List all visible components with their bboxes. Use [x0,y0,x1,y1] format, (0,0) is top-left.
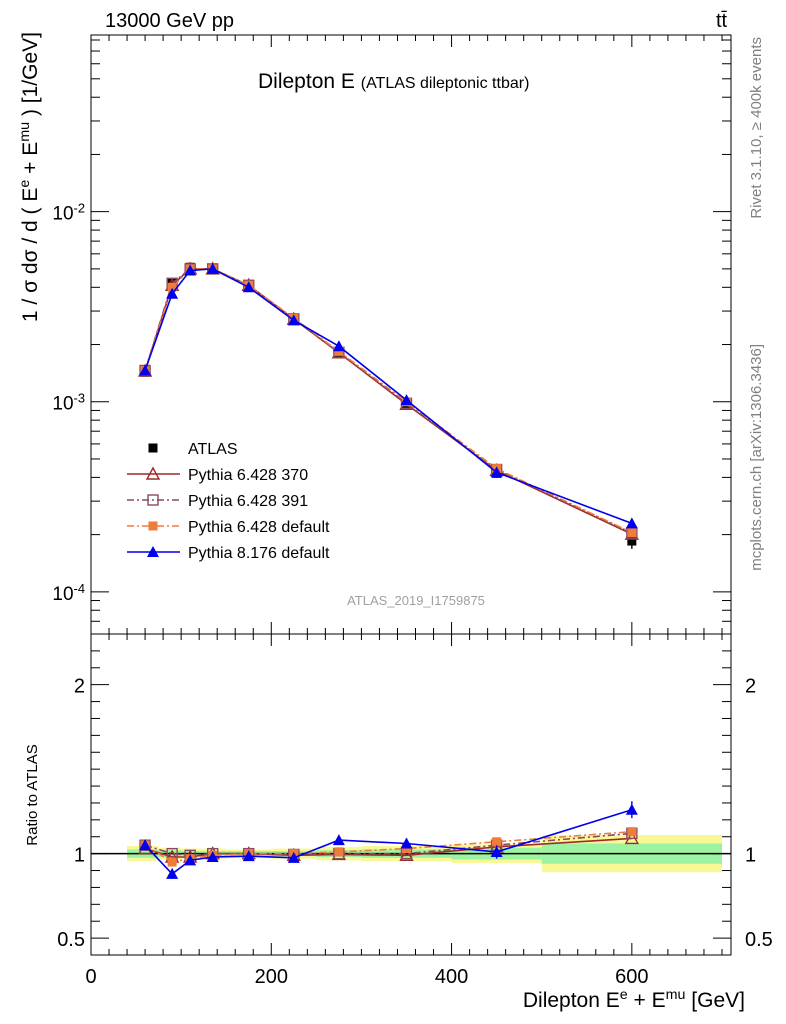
legend-marker [148,443,158,453]
plot-title: Dilepton E (ATLAS dileptonic ttbar) [258,70,529,93]
legend-label: ATLAS [188,441,238,458]
ratio-point [287,851,300,863]
data-point [400,394,413,406]
ratio-point [399,847,414,862]
legend-marker [145,466,161,480]
mcplots-reference-label: mcplots.cern.ch [arXiv:1306.3436] [748,344,765,571]
legend-label: Pythia 6.428 391 [188,493,308,510]
data-point [627,528,637,538]
ratio-point [334,847,344,857]
y-axis-label: 1 / σ dσ / d ( Ee + Emu ) [1/GeV] [17,32,42,322]
ratio-point [332,834,345,846]
ratio-series-line-2 [144,830,632,863]
y-tick-label: 10-3 [52,390,85,415]
data-point [287,314,300,326]
ratio-point [167,857,177,867]
y-tick-label: 10-4 [52,580,85,605]
x-tick-label: 200 [255,966,288,988]
ratio-y-tick-label-right: 2 [745,676,756,698]
data-point [167,282,177,292]
x-tick-label: 0 [85,966,96,988]
ratio-point [206,851,219,863]
ratio-point [139,839,152,851]
analysis-watermark: ATLAS_2019_I1759875 [347,593,485,608]
series-line-3 [144,268,633,534]
rivet-version-label: Rivet 3.1.10, ≥ 400k events [748,37,765,219]
ratio-point [242,850,255,862]
ratio-point [492,837,502,847]
ratio-y-tick-label: 1 [74,845,85,867]
legend-marker [147,494,159,506]
data-point [206,262,219,274]
x-axis-label: Dilepton Ee + Emu [GeV] [523,987,745,1012]
legend-label: Pythia 6.428 default [188,519,330,536]
legend-label: Pythia 6.428 370 [188,467,308,484]
ratio-series-line-0 [144,837,632,858]
ratio-point [400,837,413,849]
data-point [625,517,638,529]
ratio-y-tick-label: 0.5 [57,929,85,951]
ratio-point [625,803,638,815]
ratio-y-axis-label: Ratio to ATLAS [24,744,41,845]
ratio-point [490,845,503,857]
data-point [627,536,637,546]
ratio-y-tick-label: 2 [74,676,85,698]
header-energy-label: 13000 GeV pp [105,10,234,32]
ratio-series-line-3 [144,808,633,875]
ratio-point [184,854,197,866]
data-point [184,264,197,276]
ratio-plot-frame [90,633,732,956]
data-point [332,340,345,352]
legend-label: Pythia 8.176 default [188,545,330,562]
series-line-4 [144,268,633,525]
ratio-point [166,867,179,879]
ratio-point [627,827,637,837]
data-point [490,466,503,478]
ratio-y-tick-label-right: 1 [745,845,756,867]
data-point [139,364,152,376]
header-process-label: tt̄ [716,10,728,32]
legend-marker [147,546,159,557]
data-point [242,281,255,293]
x-tick-label: 600 [615,966,648,988]
x-tick-label: 400 [435,966,468,988]
ratio-y-tick-label-right: 0.5 [745,929,773,951]
legend-marker [148,521,158,531]
data-point [166,287,179,299]
data-point [334,346,344,356]
y-tick-label: 10-2 [52,200,85,225]
